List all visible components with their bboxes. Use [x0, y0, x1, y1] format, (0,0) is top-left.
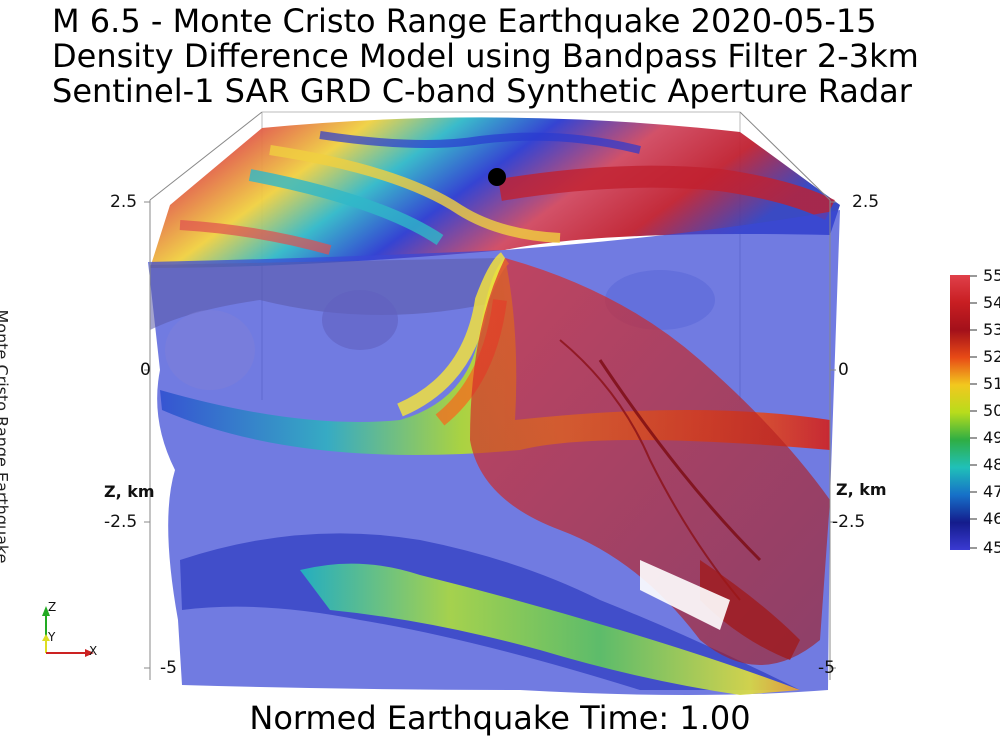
colorbar-gradient: [950, 275, 970, 550]
orientation-y-label: Y: [48, 630, 56, 644]
colorbar-label: 45: [983, 538, 1000, 557]
orientation-z-label: Z: [48, 600, 57, 614]
axis-title-right: Z, km: [836, 480, 887, 499]
colorbar-label: 53: [983, 320, 1000, 339]
colorbar-label: 55: [983, 266, 1000, 285]
colorbar-label: 46: [983, 509, 1000, 528]
normed-time-footer: Normed Earthquake Time: 1.00: [249, 699, 751, 737]
title-line-1: M 6.5 - Monte Cristo Range Earthquake 20…: [52, 2, 877, 40]
colorbar-label: 52: [983, 347, 1000, 366]
tick-left-neg-5: -5: [160, 658, 177, 678]
colorbar: [950, 275, 977, 550]
tick-left-2-5: 2.5: [110, 192, 138, 212]
y-arrow-icon: [42, 634, 50, 641]
colorbar-label: 50: [983, 401, 1000, 420]
tick-right-neg-5: -5: [818, 658, 835, 678]
title-line-2: Density Difference Model using Bandpass …: [52, 37, 919, 75]
title-block: M 6.5 - Monte Cristo Range Earthquake 20…: [52, 4, 919, 109]
title-line-3: Sentinel-1 SAR GRD C-band Synthetic Aper…: [52, 72, 912, 110]
orientation-axes-widget: [42, 606, 94, 657]
epicenter-marker: [488, 168, 506, 186]
colorbar-label: 48: [983, 455, 1000, 474]
z-arrow-icon: [42, 606, 50, 616]
tick-right-2-5: 2.5: [852, 192, 880, 212]
side-label: Monte Cristo Range Earthquake: [0, 309, 12, 564]
top-surface: [150, 117, 840, 268]
orientation-x-label: X: [89, 644, 98, 658]
bounding-box-front: [144, 111, 836, 680]
colorbar-label: 51: [983, 374, 1000, 393]
tick-left-0: 0: [140, 360, 151, 380]
tick-right-0: 0: [838, 360, 849, 380]
tick-left-neg-2-5: -2.5: [104, 512, 138, 532]
axis-title-left: Z, km: [104, 482, 155, 501]
x-arrow-icon: [85, 649, 94, 657]
colorbar-label: 47: [983, 482, 1000, 501]
green-band: [300, 563, 800, 695]
tick-right-neg-2-5: -2.5: [832, 512, 866, 532]
colorbar-label: 49: [983, 428, 1000, 447]
red-volume: [470, 258, 830, 665]
colorbar-label: 54: [983, 293, 1000, 312]
